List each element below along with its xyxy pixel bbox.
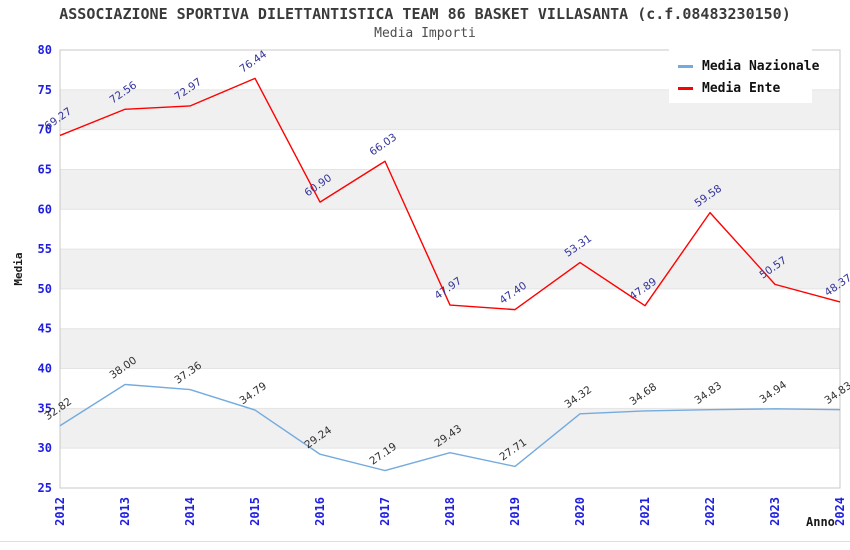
y-tick-label: 70 <box>38 123 52 137</box>
y-tick-label: 75 <box>38 83 52 97</box>
chart-title: ASSOCIAZIONE SPORTIVA DILETTANTISTICA TE… <box>59 5 791 23</box>
data-label: 34.83 <box>693 380 725 407</box>
y-tick-label: 80 <box>38 43 52 57</box>
chart-bottom-border <box>0 541 850 542</box>
plot-border <box>59 49 841 489</box>
y-tick-label: 45 <box>38 322 52 336</box>
y-tick-label: 35 <box>38 401 52 415</box>
data-label: 34.94 <box>758 379 790 406</box>
x-tick-label: 2014 <box>183 497 197 526</box>
data-label: 34.68 <box>628 381 660 408</box>
legend-item-media-nazionale: Media Nazionale <box>669 55 819 77</box>
data-label: 76.44 <box>238 48 270 75</box>
legend-item-media-ente: Media Ente <box>669 77 812 99</box>
data-label: 34.32 <box>563 384 595 411</box>
data-label: 34.83 <box>823 380 850 407</box>
y-tick-label: 50 <box>38 282 52 296</box>
x-tick-label: 2015 <box>248 497 262 526</box>
x-tick-label: 2020 <box>573 497 587 526</box>
x-tick-label: 2019 <box>508 497 522 526</box>
x-tick-label: 2012 <box>53 497 67 526</box>
data-label: 66.03 <box>368 131 400 158</box>
x-tick-label: 2018 <box>443 497 457 526</box>
series-line-media-ente <box>59 77 841 311</box>
y-tick-label: 65 <box>38 162 52 176</box>
plot-band <box>60 169 840 210</box>
legend: Media Nazionale Media Ente <box>669 48 819 103</box>
data-label: 34.79 <box>238 380 270 407</box>
x-tick-label: 2022 <box>703 497 717 526</box>
x-tick-label: 2017 <box>378 497 392 526</box>
plot-band <box>60 408 840 449</box>
x-tick-label: 2016 <box>313 497 327 526</box>
y-tick-label: 55 <box>38 242 52 256</box>
x-tick-label: 2013 <box>118 497 132 526</box>
plot-band <box>60 328 840 369</box>
x-tick-label: 2023 <box>768 497 782 526</box>
x-tick-label: 2024 <box>833 497 847 526</box>
legend-label-media-ente: Media Ente <box>702 80 781 96</box>
y-tick-label: 25 <box>38 481 52 495</box>
series-line-media-nazionale <box>59 383 841 472</box>
x-tick-label: 2021 <box>638 497 652 526</box>
y-tick-label: 30 <box>38 441 52 455</box>
y-tick-label: 60 <box>38 202 52 216</box>
legend-label-media-nazionale: Media Nazionale <box>702 58 820 74</box>
plot-band <box>60 249 840 289</box>
y-tick-label: 40 <box>38 362 52 376</box>
chart-subtitle: Media Importi <box>374 26 476 41</box>
legend-swatch-media-nazionale <box>678 64 693 68</box>
x-axis-title: Anno <box>806 515 835 529</box>
legend-swatch-media-ente <box>678 86 693 90</box>
y-axis-title: Media <box>12 252 25 286</box>
